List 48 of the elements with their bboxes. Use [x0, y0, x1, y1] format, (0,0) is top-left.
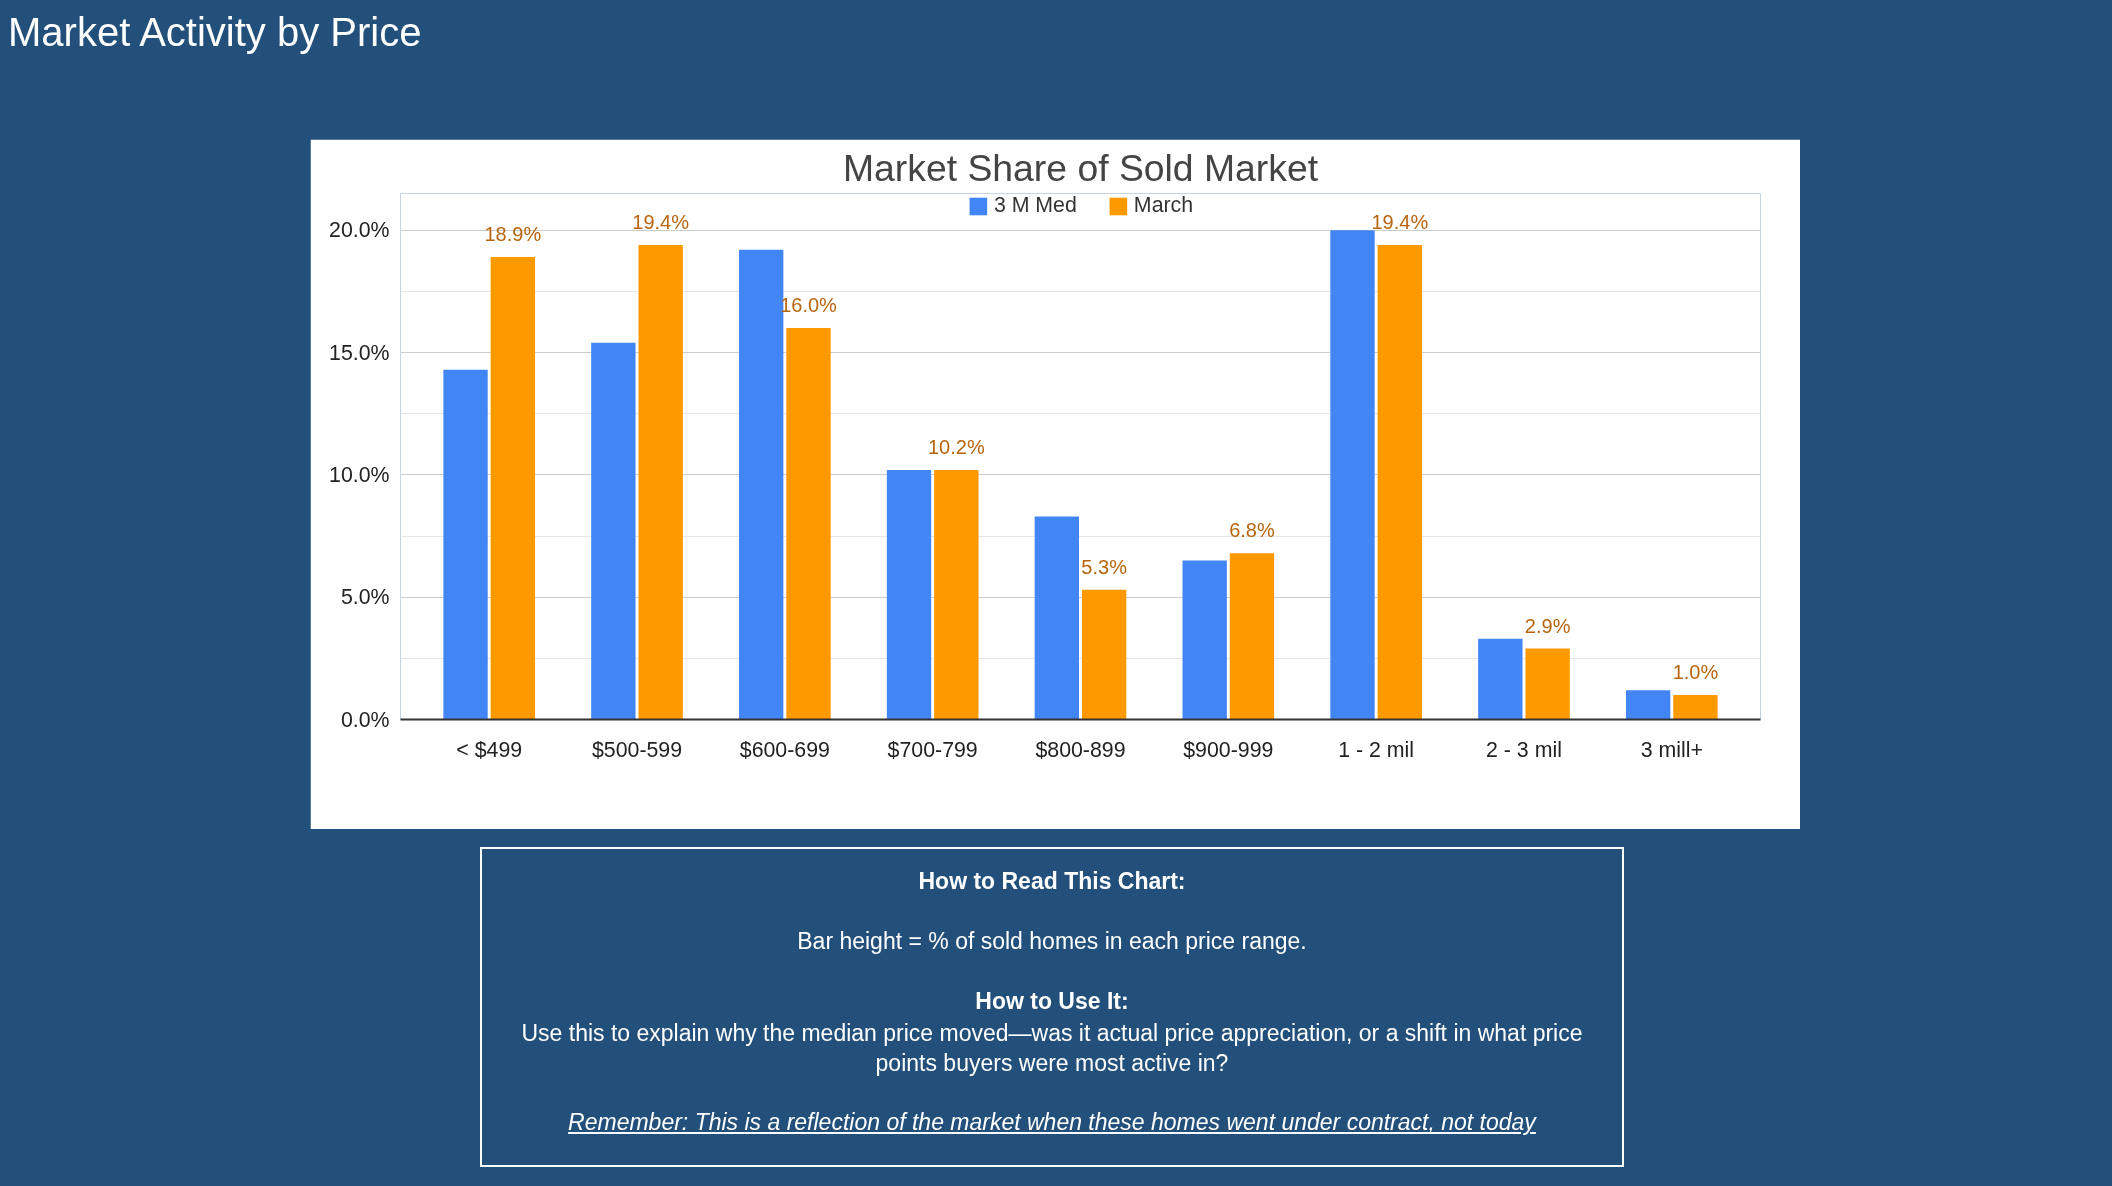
x-tick-label: < $499: [456, 737, 523, 762]
bar: [490, 257, 536, 720]
bar: [1081, 589, 1127, 720]
text: Bar height = % of sold homes in each price range.: [796, 926, 1308, 956]
bar: [1525, 648, 1570, 720]
text: How to Read This Chart:: [917, 867, 1187, 896]
text: How to Use It:: [974, 986, 1130, 1016]
bar: [1034, 516, 1080, 720]
data-label: 5.3%: [1081, 555, 1128, 578]
x-tick-label: $700-799: [887, 737, 978, 762]
bar: [591, 342, 636, 720]
chart-title: Market Share of Sold Market: [842, 146, 1319, 189]
bar: [1625, 690, 1671, 720]
y-tick-label: 15.0%: [329, 340, 390, 365]
x-tick-label: $800-899: [1035, 737, 1126, 762]
y-tick-label: 20.0%: [329, 218, 390, 243]
x-tick-label: $600-699: [739, 737, 830, 762]
data-label: 1.0%: [1672, 661, 1719, 684]
bar: [934, 469, 979, 720]
x-tick-label: $900-999: [1183, 737, 1274, 762]
text: Use this to explain why the median price moved—was it actual price appreciation, or a shift in what price points buyers were most active in?: [520, 1018, 1584, 1078]
y-tick-label: 5.0%: [340, 585, 390, 610]
text: Remember: This is a reflection of the market when these homes went under contract, not today: [567, 1108, 1538, 1138]
bar: [1229, 553, 1275, 720]
legend-label: 3 M Med: [993, 193, 1077, 218]
x-tick-label: 2 - 3 mil: [1486, 737, 1562, 762]
bar: [1478, 638, 1523, 720]
data-label: 6.8%: [1229, 519, 1275, 542]
bar: [1673, 695, 1718, 720]
legend-label: March: [1133, 193, 1194, 218]
bar: [886, 469, 932, 720]
bar: [1182, 560, 1227, 720]
bar: [638, 244, 683, 720]
y-tick-label: 10.0%: [329, 462, 390, 487]
bar: [1330, 230, 1375, 720]
x-tick-label: 3 mill+: [1640, 737, 1703, 762]
data-label: 19.4%: [632, 210, 690, 233]
y-tick-label: 0.0%: [340, 707, 390, 732]
data-label: 2.9%: [1524, 614, 1571, 637]
bar: [1377, 244, 1422, 720]
x-tick-label: 1 - 2 mil: [1338, 737, 1415, 762]
bar: [443, 369, 488, 720]
data-label: 19.4%: [1371, 210, 1429, 233]
x-tick-label: $500-599: [591, 737, 683, 762]
data-label: 18.9%: [484, 223, 542, 246]
bar: [786, 328, 831, 720]
data-label: 10.2%: [927, 435, 985, 458]
chart-subtitle: Market Activity by Price: [8, 9, 422, 56]
